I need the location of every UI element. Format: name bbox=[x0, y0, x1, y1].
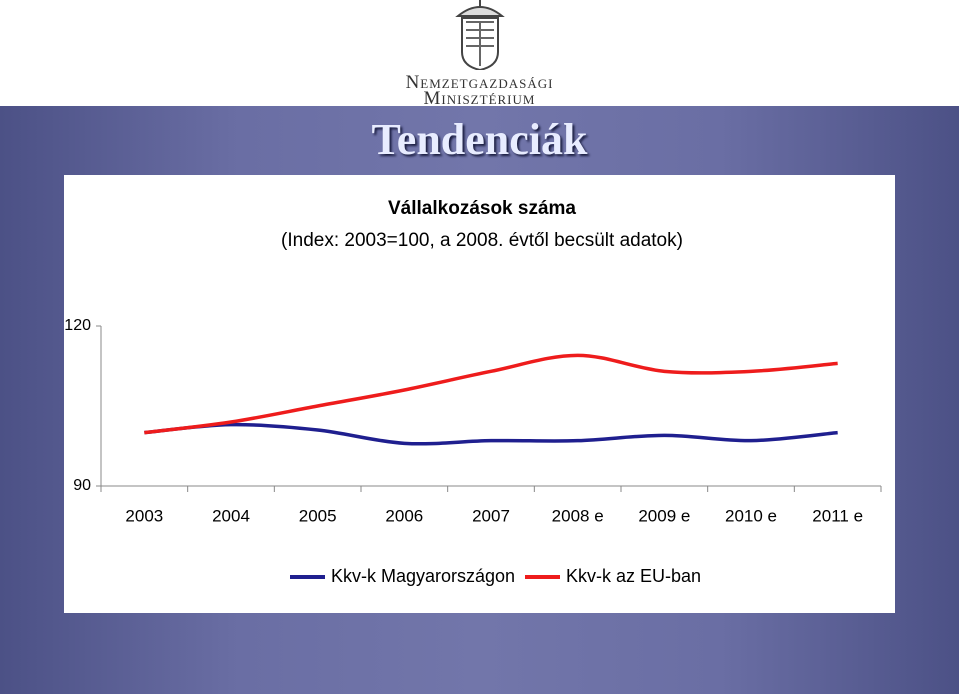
chart-title: Vállalkozások száma bbox=[388, 198, 576, 219]
x-tick-label: 2007 bbox=[472, 506, 510, 525]
x-tick-label: 2003 bbox=[125, 506, 163, 525]
series-line bbox=[144, 353, 838, 435]
ministry-name: Minisztérium bbox=[423, 88, 536, 109]
legend-label: Kkv-k az EU-ban bbox=[566, 566, 701, 586]
x-tick-label: 2006 bbox=[385, 506, 423, 525]
y-tick-label: 90 bbox=[73, 477, 91, 494]
coat-of-arms bbox=[455, 0, 505, 70]
x-tick-label: 2009 e bbox=[638, 506, 690, 525]
legend-label: Kkv-k Magyarországon bbox=[331, 566, 515, 586]
x-tick-label: 2010 e bbox=[725, 506, 777, 525]
series-line bbox=[144, 422, 838, 446]
chart-subtitle: (Index: 2003=100, a 2008. évtől becsült … bbox=[281, 230, 683, 251]
y-tick-label: 120 bbox=[64, 317, 91, 334]
x-tick-label: 2011 e bbox=[812, 506, 863, 525]
x-tick-label: 2004 bbox=[212, 506, 250, 525]
x-tick-label: 2005 bbox=[299, 506, 337, 525]
slide-title: Tendenciák bbox=[371, 115, 588, 164]
chart-area bbox=[64, 175, 895, 613]
header: Nemzetgazdasági Minisztérium bbox=[0, 0, 959, 109]
x-tick-label: 2008 e bbox=[552, 506, 604, 525]
ministry-name: Nemzetgazdasági bbox=[405, 72, 554, 93]
